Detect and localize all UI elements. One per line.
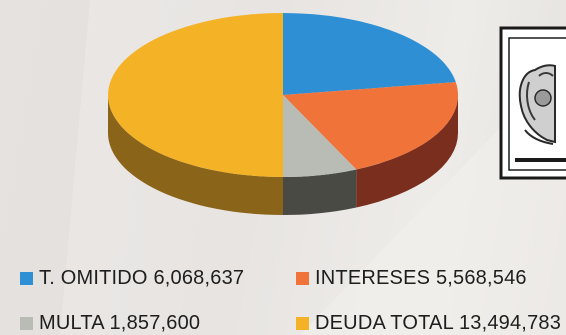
coat-of-arms-seal-icon: [495, 10, 566, 185]
legend-swatch-multa: [20, 317, 33, 330]
legend-label-t-omitido: T. OMITIDO: [39, 267, 148, 289]
legend-item-multa: MULTA 1,857,600: [20, 312, 200, 335]
legend-item-deuda-total: DEUDA TOTAL 13,494,783: [296, 312, 561, 335]
legend-value-t-omitido: 6,068,637: [153, 267, 244, 289]
legend-label-multa: MULTA: [39, 312, 104, 334]
legend-label-deuda-total: DEUDA TOTAL: [315, 312, 453, 334]
legend-swatch-deuda-total: [296, 317, 309, 330]
legend-value-multa: 1,857,600: [109, 312, 200, 334]
legend-label-intereses: INTERESES: [315, 267, 430, 289]
legend-item-t-omitido: T. OMITIDO 6,068,637: [20, 267, 244, 290]
legend-item-intereses: INTERESES 5,568,546: [296, 267, 527, 290]
legend-swatch-intereses: [296, 272, 309, 285]
legend-value-deuda-total: 13,494,783: [459, 312, 561, 334]
legend-swatch-t-omitido: [20, 272, 33, 285]
legend-value-intereses: 5,568,546: [436, 267, 527, 289]
